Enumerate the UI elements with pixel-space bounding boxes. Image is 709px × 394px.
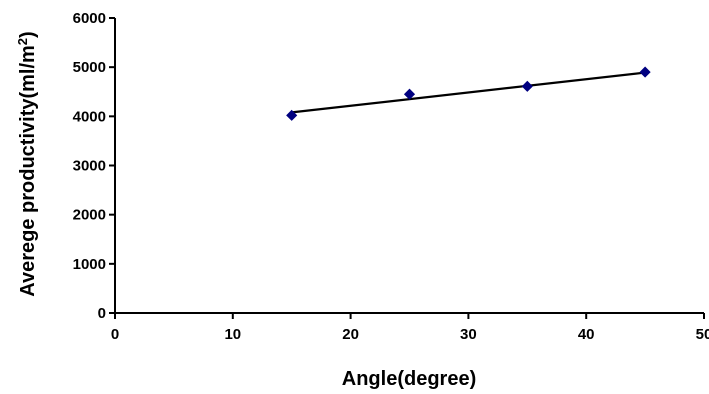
x-tick-label: 20 — [342, 326, 359, 343]
y-tick-label: 2000 — [73, 207, 106, 224]
y-tick-label: 4000 — [73, 108, 106, 125]
data-point — [286, 109, 298, 121]
x-tick-label: 10 — [224, 326, 241, 343]
x-tick-label: 30 — [460, 326, 477, 343]
data-point — [403, 88, 416, 100]
data-point — [521, 80, 533, 92]
x-ticks: 0 10 20 30 40 50 — [111, 313, 709, 343]
trendline — [291, 71, 646, 114]
y-tick-label: 3000 — [73, 158, 106, 175]
y-tick-label: 0 — [98, 305, 106, 322]
x-tick-label: 40 — [578, 326, 595, 343]
x-tick-label: 0 — [111, 326, 119, 343]
y-axis-title-close: ) — [17, 31, 39, 38]
y-axis-title: Averege productivity(ml/m2) — [15, 31, 40, 296]
x-tick-label: 50 — [696, 326, 709, 343]
data-points — [286, 66, 651, 121]
y-tick-label: 6000 — [73, 10, 106, 27]
y-axis-title-main: Averege productivity(ml/m — [17, 45, 39, 297]
y-ticks: 0 1000 2000 3000 4000 5000 6000 — [73, 10, 115, 322]
data-point — [639, 66, 651, 78]
axes — [114, 18, 704, 314]
x-axis-title: Angle(degree) — [342, 368, 476, 390]
trendline-group — [291, 71, 646, 114]
y-axis-title-superscript: 2 — [15, 38, 30, 45]
y-tick-label: 5000 — [73, 59, 106, 76]
y-tick-label: 1000 — [73, 256, 106, 273]
